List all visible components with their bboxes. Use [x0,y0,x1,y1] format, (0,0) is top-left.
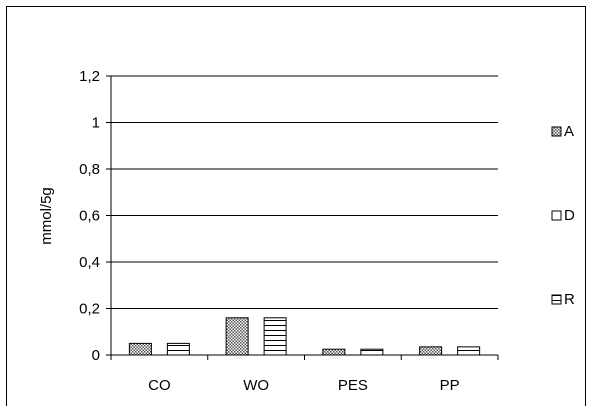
y-tick-label: 1 [92,115,100,132]
x-tick-label: CO [148,377,171,394]
legend: A D R [551,123,575,308]
y-tick-label: 0,8 [79,161,100,178]
x-tick-label: PP [440,377,460,394]
y-tick-label: 0,4 [79,254,100,271]
bar-r [166,342,190,356]
y-tick-label: 1,2 [79,68,100,85]
legend-label: A [564,123,574,140]
chart-frame [6,6,586,406]
bar-a [419,346,443,356]
gridlines [111,75,498,309]
bar-a [128,342,152,356]
y-tick-label: 0 [92,347,100,364]
legend-swatch [551,294,562,305]
y-axis-label: mmol/5g [38,187,55,245]
y-tick-labels: 0 0,2 0,4 0,6 0,8 1 1,2 [79,68,100,364]
y-tick-label: 0,2 [79,301,100,318]
x-tick-label: PES [338,377,368,394]
bar-r [263,317,287,356]
bar-a [322,348,346,356]
legend-swatch [551,126,562,137]
y-tick-label: 0,6 [79,208,100,225]
bar-r [360,348,384,356]
x-tick-labels: CO WO PES PP [148,377,460,394]
x-tick-label: WO [243,377,269,394]
bar-a [225,317,249,356]
legend-label: R [564,291,575,308]
legend-label: D [564,207,575,224]
legend-swatch [551,210,562,221]
axes [106,75,499,360]
bars [128,317,481,356]
bar-r [457,346,481,356]
